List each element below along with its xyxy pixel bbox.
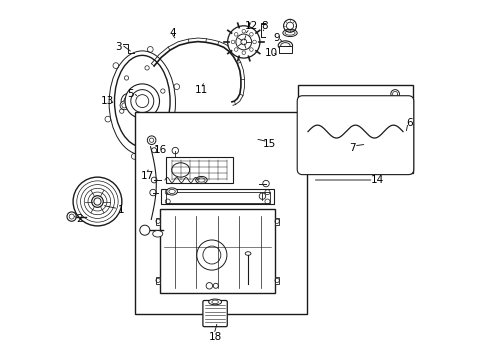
Bar (156, 277, 160, 284)
Circle shape (147, 136, 156, 144)
Ellipse shape (124, 96, 134, 106)
Text: 9: 9 (273, 33, 280, 43)
Text: 17: 17 (140, 171, 153, 181)
Bar (166, 192, 269, 203)
Text: 12: 12 (244, 21, 258, 31)
Circle shape (213, 283, 218, 288)
Bar (274, 277, 279, 284)
Circle shape (227, 26, 260, 58)
Ellipse shape (195, 176, 207, 184)
Circle shape (151, 177, 157, 183)
Circle shape (196, 240, 226, 270)
FancyBboxPatch shape (203, 301, 227, 327)
Text: 18: 18 (209, 332, 222, 342)
Bar (166, 157, 232, 183)
Circle shape (92, 196, 103, 207)
Text: 16: 16 (153, 144, 166, 154)
Text: 13: 13 (101, 96, 114, 106)
Polygon shape (274, 203, 282, 293)
Bar (160, 209, 274, 293)
Circle shape (125, 84, 159, 118)
Ellipse shape (166, 188, 177, 195)
Text: 14: 14 (370, 175, 383, 185)
Circle shape (259, 193, 265, 199)
Circle shape (149, 189, 156, 196)
Bar (298, 85, 412, 173)
Ellipse shape (120, 101, 128, 110)
Circle shape (140, 225, 149, 235)
FancyBboxPatch shape (297, 96, 413, 175)
Ellipse shape (208, 299, 221, 305)
Text: 7: 7 (348, 143, 355, 153)
Text: 1: 1 (117, 206, 124, 216)
Text: 15: 15 (263, 139, 276, 149)
Circle shape (94, 198, 101, 205)
Text: 10: 10 (264, 48, 277, 58)
Circle shape (262, 180, 269, 187)
Text: 8: 8 (261, 21, 267, 31)
Circle shape (73, 177, 122, 226)
Polygon shape (160, 203, 282, 209)
Circle shape (131, 90, 153, 113)
Circle shape (203, 246, 221, 264)
Text: 6: 6 (406, 118, 412, 128)
Bar (161, 189, 273, 204)
Ellipse shape (114, 55, 170, 147)
Ellipse shape (152, 230, 163, 237)
Circle shape (235, 34, 251, 50)
Circle shape (390, 90, 399, 98)
Bar (135, 112, 306, 315)
Circle shape (241, 39, 246, 45)
Bar (278, 46, 291, 53)
Circle shape (206, 283, 212, 289)
Circle shape (172, 147, 178, 154)
Text: 4: 4 (169, 28, 176, 38)
Circle shape (67, 212, 76, 221)
Ellipse shape (121, 93, 137, 109)
Text: 5: 5 (127, 89, 134, 99)
Bar (274, 218, 279, 225)
Text: 11: 11 (194, 85, 208, 95)
Bar (156, 218, 160, 225)
Circle shape (283, 19, 296, 32)
Ellipse shape (278, 41, 292, 50)
Circle shape (151, 148, 156, 153)
Text: 2: 2 (76, 215, 82, 224)
Text: 3: 3 (115, 42, 122, 52)
